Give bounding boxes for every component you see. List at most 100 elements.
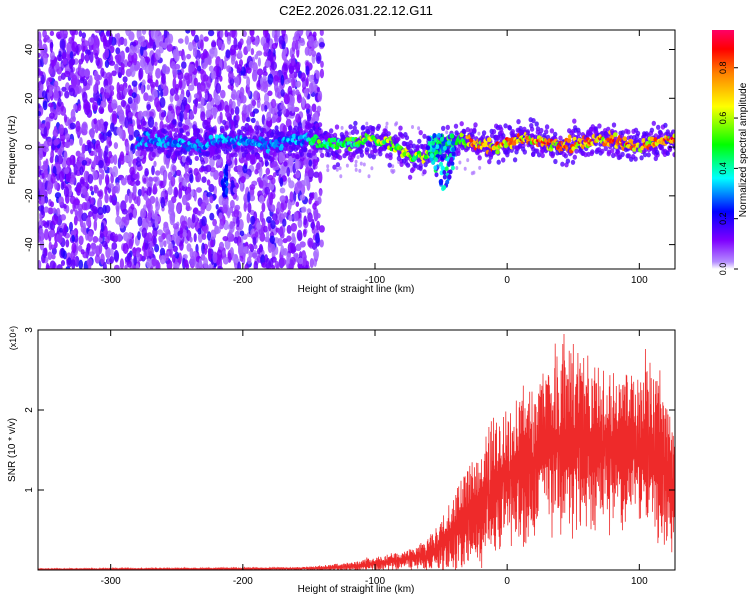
spectrogram-cell xyxy=(287,125,293,131)
spectrogram-cell xyxy=(465,127,470,133)
spectrogram-cell xyxy=(56,264,63,269)
spectrogram-cell xyxy=(472,127,477,133)
spectrogram-cell xyxy=(663,122,668,128)
y-tick-label: -20 xyxy=(24,188,35,203)
spectrogram-cell xyxy=(44,248,48,257)
spectrogram-cell xyxy=(172,69,178,76)
spectrogram-cell xyxy=(224,125,229,131)
spectrogram-cell xyxy=(180,102,186,113)
spectrogram-cell xyxy=(169,88,176,96)
spectrogram-cell xyxy=(294,154,300,160)
spectrogram-cell xyxy=(222,235,229,242)
spectrogram-cell xyxy=(313,248,320,260)
spectrogram-cell xyxy=(62,250,67,260)
spectrogram-cell xyxy=(205,109,211,119)
spectrogram-cell xyxy=(119,258,125,269)
spectrogram-cell xyxy=(553,131,558,137)
spectrogram-cell xyxy=(216,148,222,154)
spectrogram-cell xyxy=(491,129,497,135)
spectrogram-cell xyxy=(128,192,133,204)
spectrogram-cell xyxy=(104,174,110,185)
spectrogram-cell xyxy=(459,121,464,127)
spectrogram-cell xyxy=(259,210,264,223)
spectrogram-cell xyxy=(553,158,558,165)
spectrogram-cell xyxy=(491,149,497,155)
spectrogram-cell xyxy=(250,215,256,225)
spectrogram-cell xyxy=(124,264,128,269)
spectrogram-cell xyxy=(606,151,611,157)
spectrogram-cell xyxy=(122,242,129,254)
spectrogram-cell xyxy=(517,143,522,149)
spectrogram-cell xyxy=(128,133,134,141)
spectrogram-cell xyxy=(354,163,358,168)
spectrogram-cell xyxy=(237,63,243,72)
spectrogram-cell xyxy=(49,201,55,208)
spectrogram-cell xyxy=(307,212,313,223)
spectrogram-cell xyxy=(219,111,223,124)
spectrogram-cell xyxy=(270,106,276,115)
spectrogram-cell xyxy=(161,42,168,49)
spectrogram-cell xyxy=(188,150,193,157)
spectrogram-cell xyxy=(138,67,144,80)
spectrogram-cell xyxy=(273,135,279,141)
spectrogram-cell xyxy=(536,152,542,158)
spectrogram-cell xyxy=(47,173,52,182)
spectrogram-cell xyxy=(93,118,98,125)
spectrogram-cell xyxy=(146,84,151,91)
spectrogram-cell xyxy=(38,52,41,58)
spectrogram-cell xyxy=(344,131,349,137)
spectrogram-cell xyxy=(203,257,209,269)
spectrogram-cell xyxy=(108,60,116,66)
spectrogram-cell xyxy=(418,130,423,136)
spectrogram-cell xyxy=(97,144,102,154)
spectrogram-cell xyxy=(205,150,210,156)
spectrogram-cell xyxy=(221,250,226,257)
spectrogram-cell xyxy=(215,226,221,234)
spectrogram-cell xyxy=(171,158,177,164)
spectrogram-cell xyxy=(388,155,393,161)
spectrogram-cell xyxy=(303,175,310,187)
spectrogram-cell xyxy=(311,103,317,113)
spectrogram-cell xyxy=(43,126,48,138)
spectrogram-cell xyxy=(143,222,149,228)
spectrogram-cell xyxy=(100,222,105,233)
spectrogram-cell xyxy=(268,51,274,62)
spectrogram-cell xyxy=(250,47,255,56)
spectrogram-cell xyxy=(444,166,449,172)
spectrogram-cell xyxy=(58,170,65,183)
spectrogram-cell xyxy=(171,254,176,264)
spectrogram-cell xyxy=(613,132,618,138)
spectrogram-cell xyxy=(256,162,261,171)
spectrogram-cell xyxy=(313,171,320,178)
spectrogram-cell xyxy=(69,154,76,166)
spectrogram-cell xyxy=(207,56,212,66)
spectrogram-cell xyxy=(43,169,49,178)
spectrogram-cell xyxy=(63,203,67,209)
spectrogram-cell xyxy=(665,150,670,156)
spectrogram-cell xyxy=(104,151,108,164)
spectrogram-cell xyxy=(135,161,142,168)
spectrogram-cell xyxy=(153,137,159,143)
spectrogram-cell xyxy=(512,157,518,163)
x-tick-label: -200 xyxy=(233,275,253,286)
spectrogram-cell xyxy=(43,228,49,241)
spectrogram-cell xyxy=(300,72,306,82)
spectrogram-cell xyxy=(267,73,274,85)
spectrogram-cell xyxy=(269,235,276,244)
spectrogram-cell xyxy=(230,108,235,115)
spectrogram-cell xyxy=(40,123,46,129)
spectrogram-cell xyxy=(182,54,186,62)
spectrogram-cell xyxy=(155,49,161,61)
spectrogram-cell xyxy=(151,257,158,267)
spectrogram-cell xyxy=(131,46,138,53)
spectrogram-cell xyxy=(133,255,137,266)
y-tick-label: 2 xyxy=(24,407,35,413)
spectrogram-cell xyxy=(260,138,266,144)
spectrogram-cell xyxy=(430,153,434,159)
spectrogram-cell xyxy=(370,128,375,134)
spectrogram-cell xyxy=(193,93,200,100)
spectrogram-cell xyxy=(175,105,181,117)
spectrogram-cell xyxy=(132,173,139,179)
spectrogram-cell xyxy=(180,61,187,69)
spectrogram-cell xyxy=(271,43,278,50)
